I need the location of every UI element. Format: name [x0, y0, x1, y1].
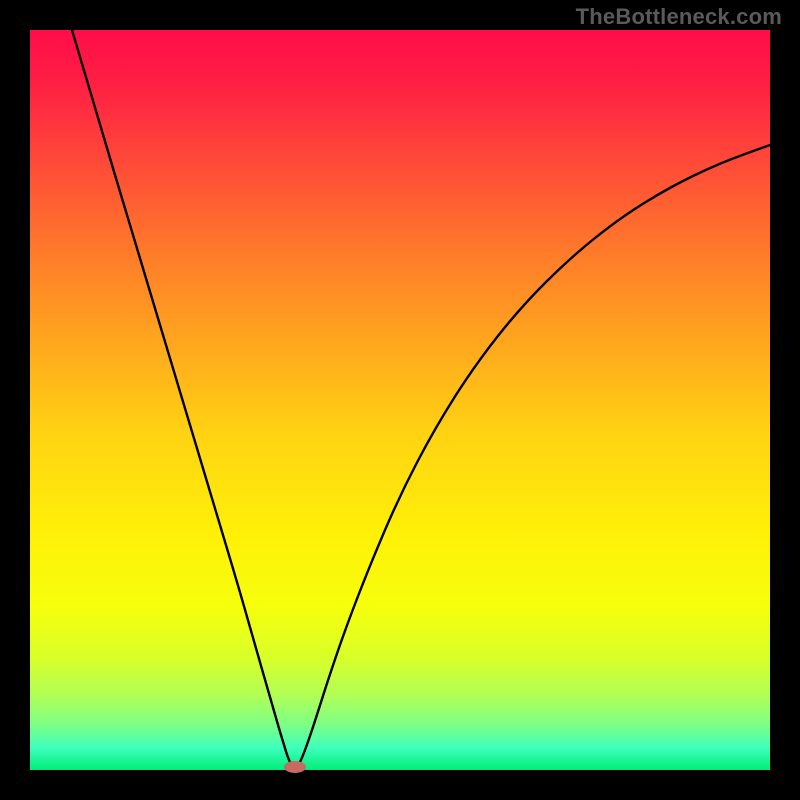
chart-frame: TheBottleneck.com [0, 0, 800, 800]
plot-area [30, 30, 770, 770]
watermark-text: TheBottleneck.com [576, 4, 782, 30]
minimum-marker [284, 761, 306, 773]
bottleneck-curve [30, 30, 770, 770]
